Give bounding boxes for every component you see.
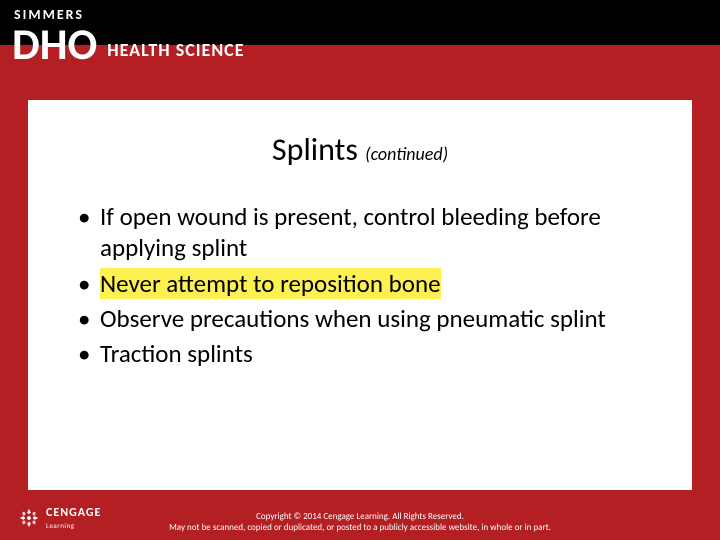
title-continued: (continued) [365,143,448,165]
copyright: Copyright © 2014 Cengage Learning. All R… [0,511,720,534]
slide-root: SIMMERS DHO HEALTH SCIENCE Splints (cont… [0,0,720,540]
brand-block: DHO HEALTH SCIENCE [12,22,244,66]
list-item: If open wound is present, control bleedi… [78,201,662,264]
bullet-text: Never attempt to reposition bone [100,268,441,299]
list-item: Traction splints [78,338,662,369]
title-main: Splints [272,130,365,169]
footer: CENGAGE Learning Copyright © 2014 Cengag… [0,490,720,540]
list-item: Observe precautions when using pneumatic… [78,303,662,334]
bullet-text: Traction splints [100,338,253,369]
bullet-text: If open wound is present, control bleedi… [100,201,601,263]
content-area: Splints (continued) If open wound is pre… [28,100,692,490]
brand-health-science: HEALTH SCIENCE [107,39,244,61]
bullet-list: If open wound is present, control bleedi… [58,201,662,369]
list-item: Never attempt to reposition bone [78,268,662,299]
copyright-line1: Copyright © 2014 Cengage Learning. All R… [0,511,720,523]
header: SIMMERS DHO HEALTH SCIENCE [0,0,720,100]
bullet-text: Observe precautions when using pneumatic… [100,303,606,334]
copyright-line2: May not be scanned, copied or duplicated… [0,522,720,534]
brand-dho: DHO [12,22,97,66]
slide-title: Splints (continued) [58,130,662,169]
